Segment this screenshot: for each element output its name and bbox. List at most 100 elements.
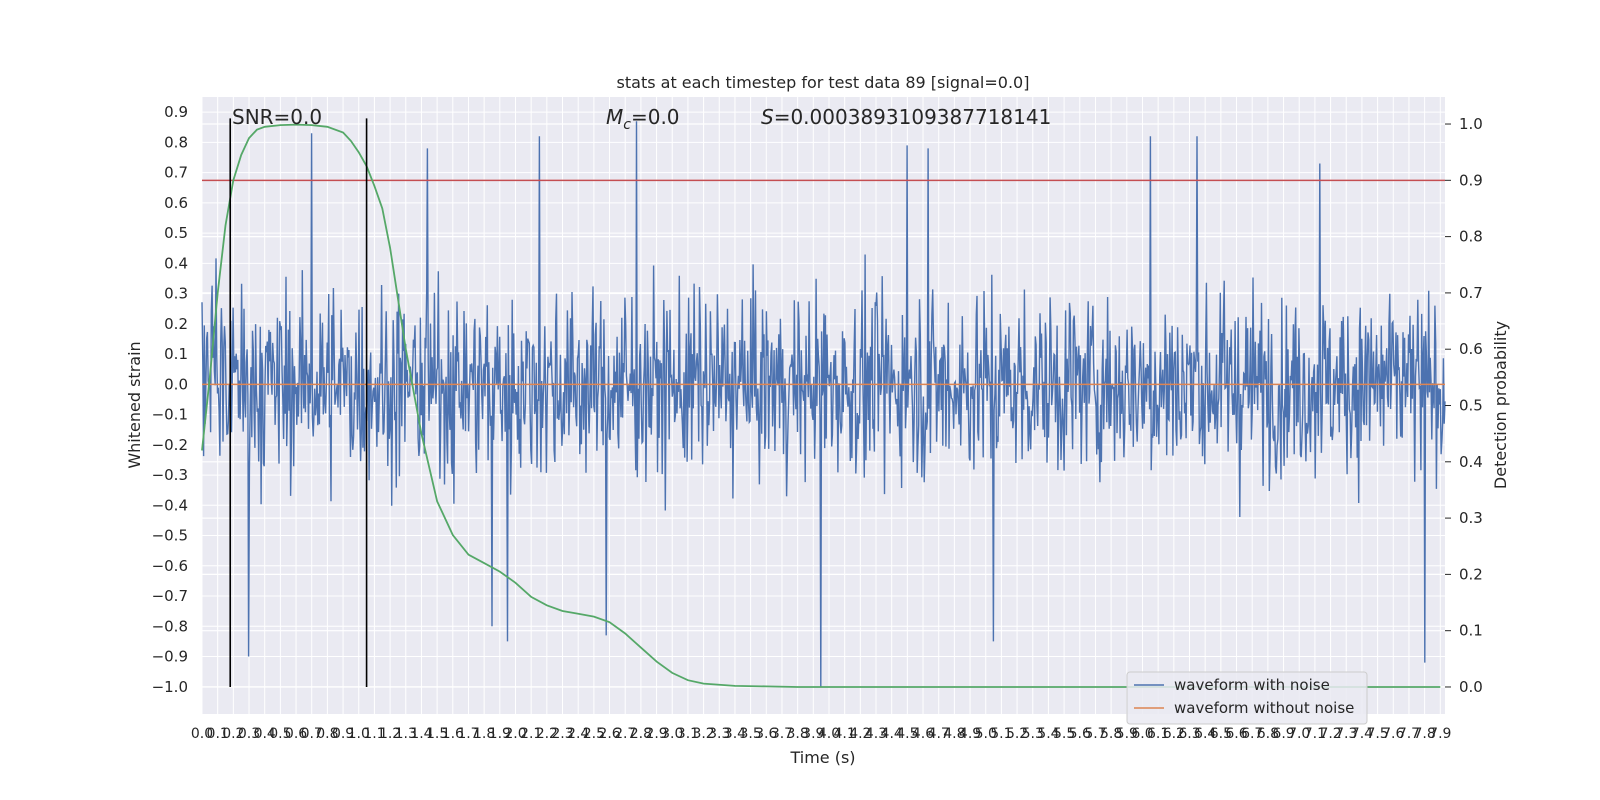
x-tick-label: 0.1 (207, 726, 229, 742)
x-tick-label: 3.4 (724, 726, 746, 742)
y2-tick-label: 0.4 (1459, 453, 1483, 471)
legend-label-clean: waveform without noise (1174, 699, 1354, 717)
x-tick-label: 1.1 (363, 726, 385, 742)
x-tick-label: 0.6 (285, 726, 307, 742)
y-tick-label: 0.0 (164, 375, 188, 393)
y2-tick-label: 0.1 (1459, 622, 1483, 640)
x-tick-label: 3.5 (739, 726, 761, 742)
x-tick-label: 1.6 (442, 726, 464, 742)
x-tick-label: 1.8 (473, 726, 495, 742)
y-tick-label: −0.5 (152, 527, 188, 545)
x-tick-label: 0.8 (316, 726, 338, 742)
x-tick-label: 2.8 (630, 726, 652, 742)
x-tick-label: 6.4 (1194, 726, 1216, 742)
x-tick-label: 5.1 (990, 726, 1012, 742)
x-tick-label: 2.0 (504, 726, 526, 742)
y2-tick-label: 0.7 (1459, 284, 1483, 302)
y-tick-labels: 0.9 0.8 0.7 0.6 0.5 0.4 0.3 0.2 0.1 0.0 −0.1 −0.2 −0… (152, 103, 188, 696)
y-tick-label: −0.9 (152, 648, 188, 666)
x-tick-label: 4.3 (865, 726, 887, 742)
legend-label-noisy: waveform with noise (1174, 676, 1330, 694)
x-tick-label: 5.4 (1037, 726, 1059, 742)
y-tick-label: −0.3 (152, 466, 188, 484)
x-tick-label: 6.2 (1163, 726, 1185, 742)
x-tick-label: 7.5 (1366, 726, 1388, 742)
x-tick-label: 1.5 (426, 726, 448, 742)
x-tick-label: 5.7 (1084, 726, 1106, 742)
x-tick-label: 1.4 (410, 726, 432, 742)
x-tick-label: 6.8 (1257, 726, 1279, 742)
x-tick-label: 6.9 (1272, 726, 1294, 742)
x-axis-label: Time (s) (789, 748, 855, 767)
mc-symbol: M (606, 105, 623, 129)
x-tick-label: 2.6 (598, 726, 620, 742)
x-tick-labels: 0.00.10.20.30.40.50.60.70.80.91.01.11.21… (191, 726, 1452, 742)
x-tick-label: 1.0 (348, 726, 370, 742)
legend: waveform with noise waveform without noi… (1126, 671, 1368, 725)
x-tick-label: 3.3 (708, 726, 730, 742)
y2-tick-label: 0.0 (1459, 678, 1483, 696)
detection-probability-line (201, 123, 1441, 688)
x-tick-label: 7.1 (1304, 726, 1326, 742)
x-tick-label: 6.6 (1225, 726, 1247, 742)
y2-tick-label: 0.9 (1459, 171, 1483, 189)
y2-tick-label: 0.5 (1459, 397, 1483, 415)
x-tick-label: 4.5 (896, 726, 918, 742)
chart-title: stats at each timestep for test data 89 … (617, 73, 1030, 92)
x-tick-label: 3.1 (677, 726, 699, 742)
x-tick-label: 5.5 (1053, 726, 1075, 742)
s-symbol: S (761, 105, 774, 129)
y2-tick-label: 0.8 (1459, 228, 1483, 246)
y-tick-label: 0.7 (164, 164, 188, 182)
y2-tick-label: 0.6 (1459, 340, 1483, 358)
y-tick-label: 0.8 (164, 133, 188, 151)
mc-annotation: Mc=0.0 (606, 105, 680, 133)
x-tick-label: 0.5 (269, 726, 291, 742)
x-tick-label: 0.9 (332, 726, 354, 742)
x-tick-label: 0.7 (301, 726, 323, 742)
x-tick-label: 0.2 (222, 726, 244, 742)
x-tick-label: 5.8 (1100, 726, 1122, 742)
x-tick-label: 4.1 (834, 726, 856, 742)
x-tick-label: 1.7 (457, 726, 479, 742)
x-tick-label: 6.5 (1210, 726, 1232, 742)
y-tick-label: 0.3 (164, 285, 188, 303)
y2-tick-label: 0.2 (1459, 565, 1483, 583)
x-tick-label: 0.0 (191, 726, 213, 742)
x-tick-label: 3.6 (755, 726, 777, 742)
x-tick-label: 4.4 (881, 726, 903, 742)
x-tick-label: 4.6 (912, 726, 934, 742)
x-tick-label: 4.9 (959, 726, 981, 742)
x-tick-label: 1.2 (379, 726, 401, 742)
x-tick-label: 5.2 (1006, 726, 1028, 742)
x-tick-label: 6.0 (1131, 726, 1153, 742)
y2-axis-label: Detection probability (1491, 321, 1510, 489)
x-tick-label: 7.2 (1319, 726, 1341, 742)
x-tick-label: 0.3 (238, 726, 260, 742)
x-tick-label: 6.3 (1178, 726, 1200, 742)
x-tick-label: 7.7 (1398, 726, 1420, 742)
mc-subscript: c (623, 117, 631, 133)
y-tick-label: 0.1 (164, 345, 188, 363)
x-tick-label: 7.4 (1351, 726, 1373, 742)
x-tick-label: 3.7 (771, 726, 793, 742)
y-tick-label: −0.2 (152, 436, 188, 454)
x-tick-label: 7.3 (1335, 726, 1357, 742)
legend-box (1126, 671, 1368, 725)
x-tick-label: 1.3 (395, 726, 417, 742)
y-tick-label: 0.6 (164, 194, 188, 212)
x-tick-label: 2.5 (583, 726, 605, 742)
x-tick-label: 3.9 (802, 726, 824, 742)
y-tick-label: −0.8 (152, 617, 188, 635)
x-tick-label: 4.8 (943, 726, 965, 742)
x-tick-label: 4.2 (849, 726, 871, 742)
snr-annotation: SNR=0.0 (232, 105, 322, 129)
x-tick-label: 7.0 (1288, 726, 1310, 742)
y-tick-label: 0.4 (164, 254, 188, 272)
x-tick-label: 3.0 (661, 726, 683, 742)
series-detection-probability (201, 123, 1441, 688)
x-tick-label: 5.3 (1022, 726, 1044, 742)
y-tick-label: 0.9 (164, 103, 188, 121)
x-tick-label: 5.0 (975, 726, 997, 742)
